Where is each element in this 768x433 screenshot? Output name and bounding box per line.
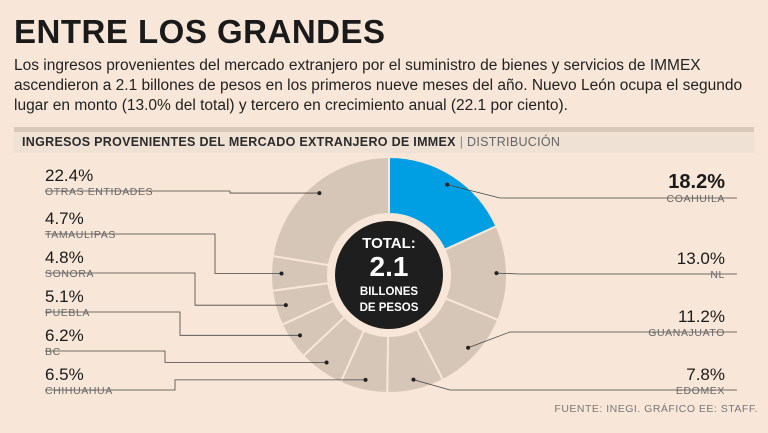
- leader-guanajuato: [467, 331, 737, 349]
- leader-dot-bc: [324, 360, 329, 365]
- center-unit-line1: BILLONES: [360, 286, 418, 298]
- leader-sonora: [45, 272, 286, 306]
- value-label-sonora: 4.8%: [45, 248, 84, 267]
- slice-otras-entidades: [271, 155, 390, 267]
- name-label-puebla: PUEBLA: [45, 307, 90, 319]
- page-title: ENTRE LOS GRANDES: [14, 13, 386, 50]
- subtitle-separator: |: [459, 135, 464, 149]
- leader-dot-nl: [494, 271, 499, 276]
- donut-slices: [270, 155, 508, 395]
- name-label-otras-entidades: OTRAS ENTIDADES: [45, 186, 153, 198]
- value-label-otras-entidades: 22.4%: [45, 166, 93, 185]
- leader-dot-coahuila: [445, 182, 450, 187]
- value-label-puebla: 5.1%: [45, 287, 84, 306]
- source-credit: FUENTE: INEGI. GRÁFICO EE: STAFF.: [554, 403, 758, 415]
- name-label-bc: BC: [45, 346, 61, 358]
- leader-puebla: [45, 311, 301, 336]
- value-label-guanajuato: 11.2%: [678, 307, 725, 326]
- name-label-tamaulipas: TAMAULIPAS: [45, 229, 116, 241]
- description-text: Los ingresos provenientes del mercado ex…: [14, 57, 743, 114]
- center-circle: [335, 221, 443, 329]
- chart-subtitle-tag: DISTRIBUCIÓN: [467, 135, 561, 149]
- leader-tamaulipas: [45, 233, 282, 274]
- leader-otras-entidades: [45, 190, 320, 194]
- center-unit-line2: DE PESOS: [360, 302, 419, 314]
- name-label-edomex: EDOMEX: [676, 385, 725, 397]
- name-label-sonora: SONORA: [45, 268, 94, 280]
- value-label-chihuahua: 6.5%: [45, 365, 84, 384]
- chart-subtitle: INGRESOS PROVENIENTES DEL MERCADO EXTRAN…: [22, 135, 456, 149]
- leader-dot-chihuahua: [363, 377, 368, 382]
- leader-coahuila: [447, 184, 737, 199]
- chart-subtitle-bar: INGRESOS PROVENIENTES DEL MERCADO EXTRAN…: [14, 127, 754, 153]
- value-label-nl: 13.0%: [677, 249, 725, 268]
- slice-labels: 18.2%COAHUILA 13.0%NL 11.2%GUANAJUATO 7.8%E…: [45, 166, 725, 397]
- leader-nl: [496, 272, 737, 275]
- leader-edomex: [413, 379, 737, 391]
- value-label-bc: 6.2%: [45, 326, 84, 345]
- value-label-coahuila: 18.2%: [668, 171, 725, 193]
- leader-bc: [45, 350, 327, 363]
- name-label-chihuahua: CHIHUAHUA: [45, 385, 113, 397]
- leader-dot-tamaulipas: [279, 271, 284, 276]
- leader-chihuahua: [45, 379, 366, 391]
- leader-dot-sonora: [283, 303, 288, 308]
- value-label-edomex: 7.8%: [686, 365, 725, 384]
- name-label-guanajuato: GUANAJUATO: [648, 327, 725, 339]
- name-label-nl: NL: [710, 269, 725, 281]
- center-total-label: TOTAL:: [362, 235, 416, 252]
- leader-lines: [45, 182, 737, 391]
- name-label-coahuila: COAHUILA: [667, 193, 725, 205]
- value-label-tamaulipas: 4.7%: [45, 209, 84, 228]
- leader-dot-otras-entidades: [317, 191, 322, 196]
- leader-dot-guanajuato: [466, 345, 471, 350]
- leader-dot-edomex: [411, 377, 416, 382]
- leader-dot-puebla: [298, 333, 303, 338]
- center-total-value: 2.1: [370, 251, 409, 282]
